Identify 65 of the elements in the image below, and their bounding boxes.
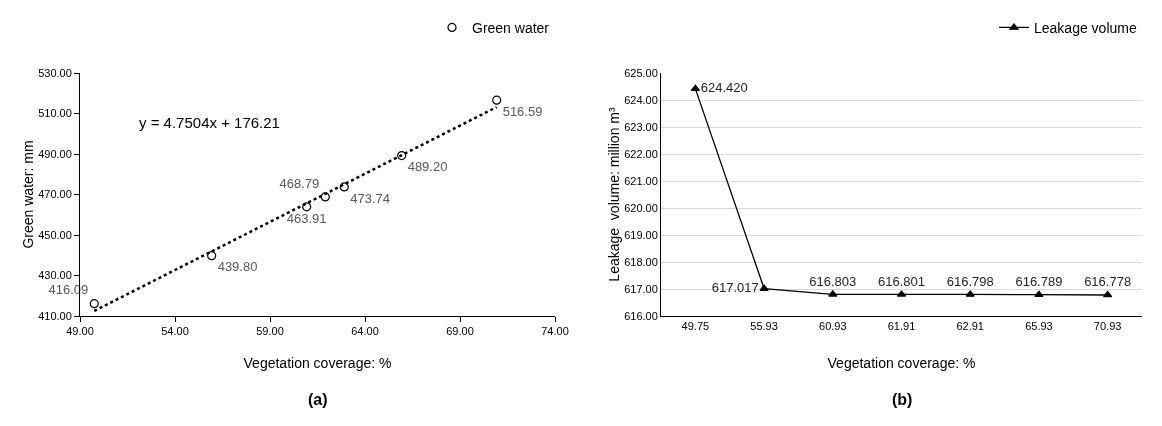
point (690, 84, 700, 92)
point (320, 192, 330, 202)
data-label: 516.59 (502, 103, 543, 119)
x-tick-label: 64.00 (351, 325, 379, 338)
y-axis-title: Leakage volume: million m³ (606, 107, 623, 282)
x-axis-title: Vegetation coverage: % (243, 355, 392, 371)
y-tick-label: 616.00 (624, 309, 658, 322)
x-tick-label: 74.00 (541, 325, 569, 338)
point (1034, 290, 1044, 298)
x-tick-label: 65.93 (1025, 320, 1053, 333)
y-tick-label: 617.00 (624, 282, 658, 295)
text: (b) (892, 391, 913, 408)
y-tick-label: 623.00 (624, 120, 658, 133)
annotation: y = 4.7504x + 176.21 (139, 114, 280, 131)
data-label: 616.798 (946, 273, 994, 289)
data-label: 439.80 (217, 259, 258, 275)
data-label: 616.803 (809, 273, 857, 289)
x-tick-label: 60.93 (819, 320, 847, 333)
y-tick-label: 470.00 (38, 188, 72, 201)
y-tick-label: 490.00 (38, 147, 72, 160)
y-tick-label: 619.00 (624, 228, 658, 241)
x-tick-label: 55.93 (750, 320, 778, 333)
y-tick-label: 410.00 (38, 309, 72, 322)
legend-label: Leakage volume (1034, 19, 1137, 36)
x-tick-label: 61.91 (887, 320, 916, 333)
point (397, 151, 407, 161)
point (207, 251, 217, 261)
x-axis-title: Vegetation coverage: % (827, 355, 976, 371)
x-tick-label: 49.75 (681, 320, 710, 333)
x-tick-label: 49.00 (66, 325, 94, 338)
y-tick-label: 530.00 (38, 66, 72, 79)
y-tick-label: 618.00 (624, 255, 658, 268)
y-tick-label: 510.00 (38, 107, 72, 120)
point (828, 290, 838, 297)
data-label: 617.017 (711, 279, 759, 295)
data-label: 616.801 (878, 273, 925, 289)
data-label: 463.91 (286, 210, 327, 226)
legend-label: Green water (472, 19, 550, 36)
y-tick-label: 624.00 (624, 93, 658, 106)
data-label: 473.74 (350, 190, 391, 206)
y-tick-label: 625.00 (624, 66, 658, 79)
point (965, 290, 975, 297)
point (492, 95, 502, 105)
y-tick-label: 621.00 (624, 174, 658, 187)
data-label: 489.20 (407, 159, 448, 175)
data-label: 616.789 (1015, 274, 1063, 290)
x-tick-label: 62.91 (956, 320, 984, 333)
x-tick-label: 69.00 (446, 325, 474, 338)
point (1103, 290, 1113, 298)
text: (a) (308, 391, 328, 408)
data-label: 468.79 (279, 175, 320, 191)
y-tick-label: 620.00 (624, 201, 658, 214)
point (89, 299, 99, 309)
x-tick-label: 70.93 (1093, 320, 1122, 333)
y-axis-title: Green water: mm (20, 140, 37, 249)
x-tick-label: 59.00 (256, 325, 284, 338)
y-tick-label: 430.00 (38, 269, 72, 282)
point (339, 182, 349, 192)
data-label: 624.420 (700, 79, 748, 95)
y-tick-label: 622.00 (624, 147, 658, 160)
y-tick-label: 450.00 (38, 228, 72, 241)
data-label: 616.778 (1084, 274, 1132, 290)
point (302, 202, 312, 212)
x-tick-label: 54.00 (161, 325, 189, 338)
point (759, 284, 769, 291)
